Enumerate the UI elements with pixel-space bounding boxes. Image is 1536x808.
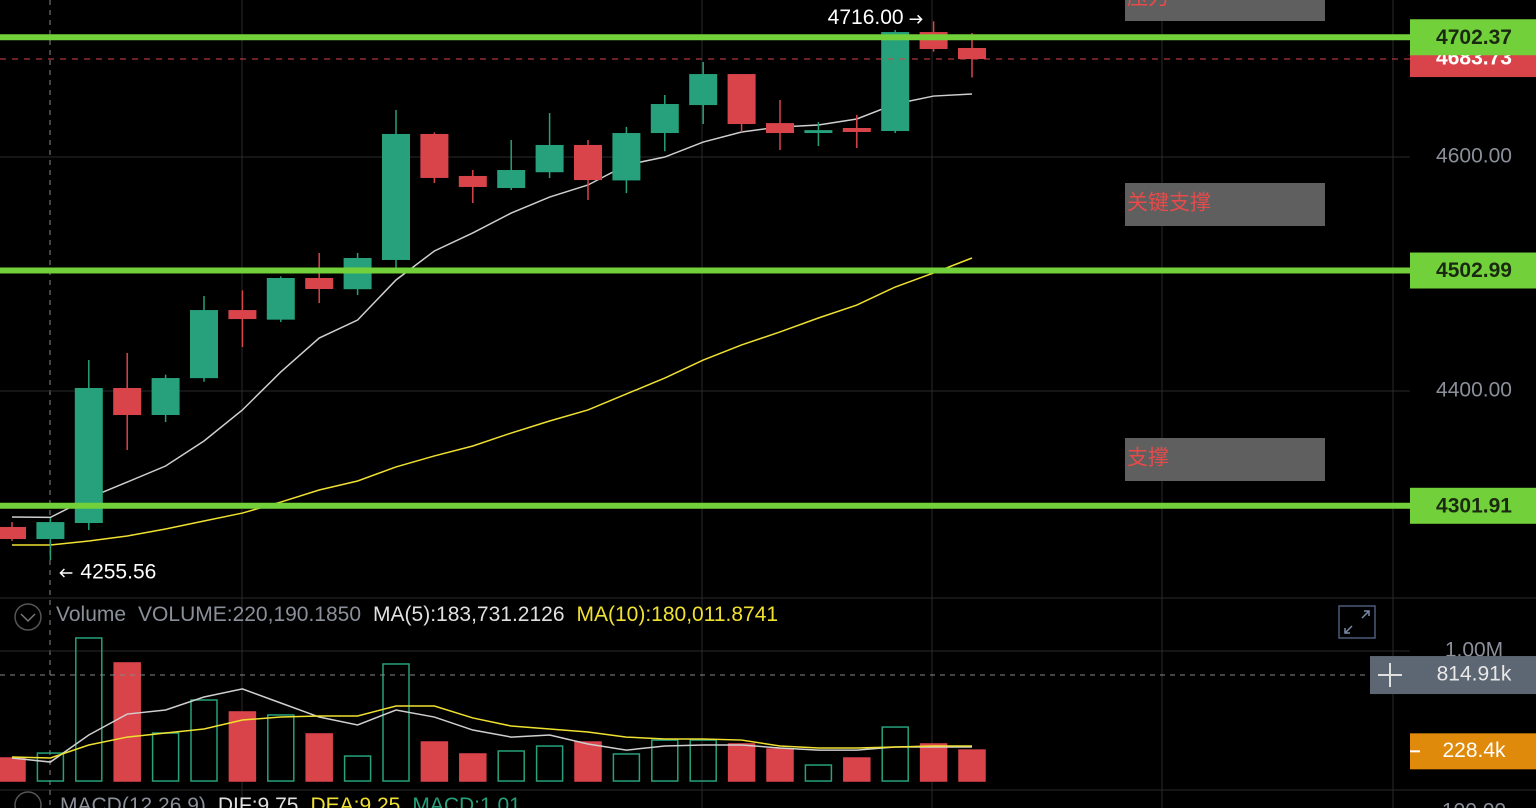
high-marker: 4716.00 [828, 6, 904, 29]
candle-body [804, 130, 833, 134]
arrow [59, 568, 73, 578]
volume-bar [382, 663, 410, 782]
volume-bar [75, 637, 103, 782]
volume-bar [305, 733, 333, 782]
candle-body [266, 277, 295, 320]
candle-body [766, 123, 794, 134]
volume-bar [113, 662, 141, 782]
candle-body [343, 257, 372, 290]
volume-bar [689, 739, 717, 782]
collapse-chevron [20, 613, 36, 623]
volume-badge [1410, 733, 1536, 770]
annotation-text: 压力 [1127, 0, 1169, 10]
volume-bar [958, 749, 986, 782]
annotation-text: 支撑 [1127, 447, 1169, 470]
volume-bar [420, 741, 449, 782]
candle-body [74, 387, 103, 524]
candle-body [113, 387, 142, 416]
y-tick-label: 4400.00 [1436, 379, 1512, 402]
v-grid [241, 0, 1394, 808]
ma-line [11, 93, 973, 519]
volume-bar [574, 741, 602, 782]
annotation-box [1125, 438, 1325, 481]
candle-body [842, 128, 871, 132]
crosshair-label: 814.91k [1437, 663, 1512, 686]
annotation-box [1125, 183, 1325, 226]
volume-bar [612, 753, 641, 782]
crosshair-badge [1410, 656, 1536, 695]
macd-label: DEA:9.25 [310, 794, 401, 808]
level-badge [1410, 487, 1536, 524]
y-tick-label: 1.00M [1445, 639, 1503, 662]
macd-label: MACD(12,26,9) [60, 794, 206, 808]
volume-bar [766, 748, 794, 782]
volume-bar [727, 743, 756, 782]
volume-bar [535, 745, 564, 782]
annotation-text: 关键支撑 [1127, 192, 1211, 215]
candle-body [535, 144, 564, 173]
annotation-box [1125, 0, 1325, 21]
level-label: 4301.91 [1436, 494, 1512, 517]
candle-body [727, 74, 756, 125]
legend-item: Volume [56, 603, 127, 626]
candle-body [689, 74, 718, 106]
candle-body [36, 522, 65, 540]
legend-item: MA(5):183,731.2126 [373, 603, 565, 626]
macd-label: DIF:9.75 [217, 794, 299, 808]
volume-bar [0, 757, 26, 782]
candle-body [497, 170, 526, 189]
volume-ma-line [11, 705, 972, 759]
ma-line [12, 257, 973, 546]
legend-item: MA(10):180,011.8741 [576, 603, 779, 626]
level-badge [1410, 252, 1536, 289]
volume-badge-label: 228.4k [1442, 739, 1506, 762]
expand-button[interactable] [1338, 605, 1376, 639]
volume-bar [190, 699, 218, 782]
volume-bar [267, 714, 295, 782]
candle-body [574, 144, 602, 181]
macd-legend: MACD(12,26,9) DIF:9.75 DEA:9.25 MACD:1.01 [60, 794, 521, 808]
candle-body [382, 133, 410, 260]
candle-body [612, 133, 641, 181]
collapse-icon[interactable] [14, 791, 42, 808]
plus-icon [1378, 663, 1402, 688]
low-marker: 4255.56 [80, 561, 156, 584]
level-label: 4702.37 [1436, 26, 1512, 49]
volume-bar [919, 743, 948, 782]
volume-bar [459, 753, 487, 782]
candle-body [228, 310, 257, 320]
macd-label: MACD:1.01 [412, 794, 521, 808]
candle-body [305, 277, 334, 289]
candle-body [650, 104, 679, 134]
volume-bar [36, 752, 65, 782]
legend-item: VOLUME:220,190.1850 [138, 603, 362, 626]
candle-body [190, 310, 218, 379]
volume-bar [497, 750, 525, 782]
macd-axis-label: 100.00 [1442, 800, 1506, 808]
expand-icon [1344, 610, 1370, 634]
volume-legend: Volume VOLUME:220,190.1850 MA(5):183,731.2… [56, 603, 778, 627]
volume-ma-line [11, 688, 972, 763]
volume-bar [843, 757, 871, 782]
volume-bar [343, 755, 372, 782]
candle-body [0, 526, 26, 540]
candle-body [881, 32, 910, 132]
volume-bar [651, 739, 679, 782]
collapse-icon[interactable] [14, 603, 42, 631]
volume-bar [228, 711, 257, 782]
candle-body [458, 175, 487, 187]
candle-body [420, 133, 449, 178]
y-tick-label: 4600.00 [1436, 145, 1512, 168]
candle-body [151, 378, 180, 416]
arrow [909, 14, 923, 24]
volume-bar [804, 764, 833, 782]
volume-bar [151, 732, 180, 782]
level-label: 4502.99 [1436, 259, 1512, 282]
candle-body [958, 47, 986, 60]
level-badge [1410, 19, 1536, 56]
volume-bar [881, 726, 909, 782]
